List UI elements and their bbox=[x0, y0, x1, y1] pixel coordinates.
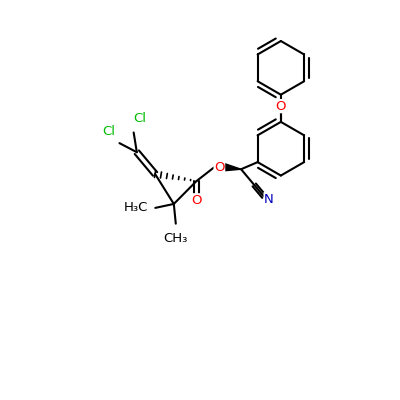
Polygon shape bbox=[224, 164, 241, 171]
Text: O: O bbox=[191, 194, 202, 207]
Text: Cl: Cl bbox=[133, 112, 146, 125]
Text: H₃C: H₃C bbox=[124, 201, 148, 214]
Text: N: N bbox=[264, 193, 274, 206]
Text: O: O bbox=[214, 161, 225, 174]
Text: CH₃: CH₃ bbox=[164, 232, 188, 245]
Text: Cl: Cl bbox=[102, 125, 116, 138]
Text: O: O bbox=[276, 100, 286, 113]
